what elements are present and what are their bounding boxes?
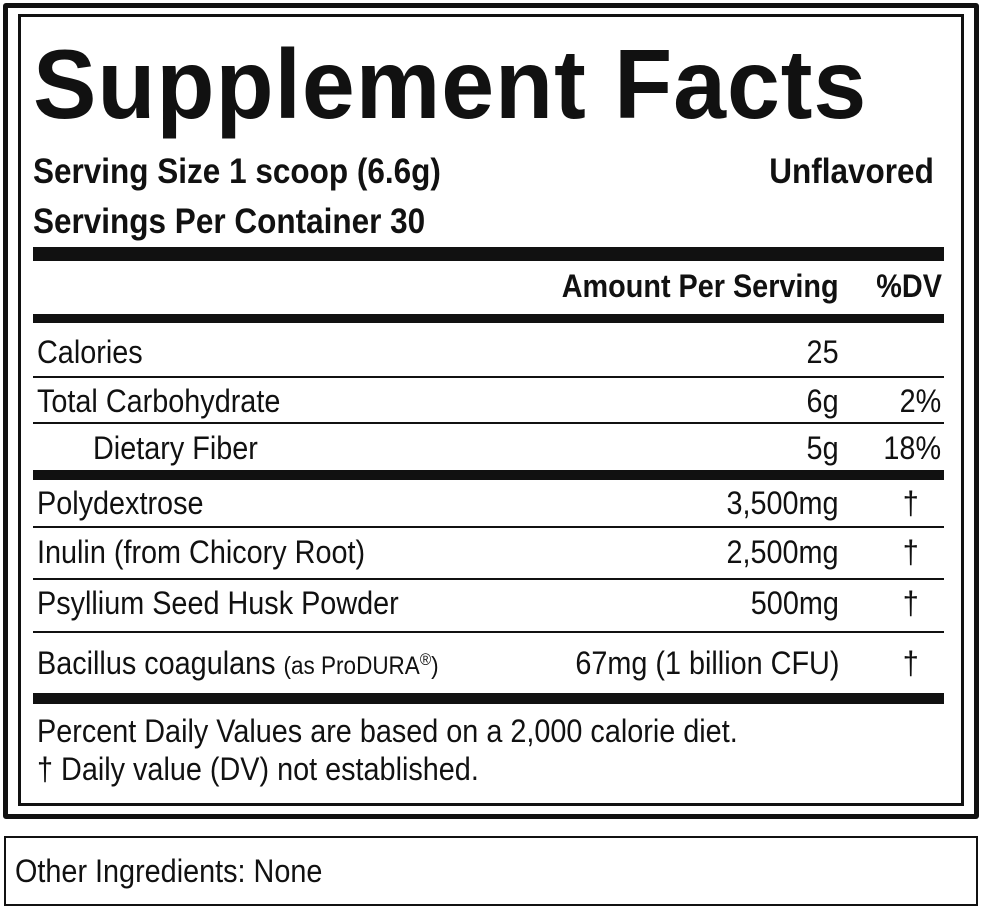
supplement-facts-panel — [3, 3, 979, 819]
row-amount: 67mg (1 billion CFU) — [574, 645, 839, 681]
row-amount: 3,500mg — [726, 485, 839, 521]
row-name-bacillus: Bacillus coagulans (as ProDURA®) — [37, 645, 439, 681]
row-dv: † — [902, 485, 919, 521]
row-amount: 6g — [806, 383, 839, 419]
footnote-dagger: † Daily value (DV) not established. — [37, 751, 479, 787]
row-name-inulin: Inulin (from Chicory Root) — [37, 534, 366, 570]
row-amount: 25 — [806, 334, 839, 370]
thick-divider — [33, 247, 944, 261]
row-divider — [33, 422, 944, 424]
thick-divider — [33, 693, 944, 704]
flavor: Unflavored — [769, 152, 934, 191]
other-ingredients: Other Ingredients: None — [15, 853, 323, 889]
row-dv: † — [902, 645, 919, 681]
row-amount: 2,500mg — [726, 534, 839, 570]
row-dv: 18% — [883, 430, 941, 466]
supplement-facts-inner-border — [18, 14, 964, 806]
row-name-total-carbohydrate: Total Carbohydrate — [37, 383, 281, 419]
row-name-dietary-fiber: Dietary Fiber — [93, 430, 258, 466]
row-name-polydextrose: Polydextrose — [37, 485, 204, 521]
row-dv: † — [902, 534, 919, 570]
row-name-calories: Calories — [37, 334, 143, 370]
row-dv: † — [902, 585, 919, 621]
row-divider — [33, 376, 944, 378]
row-amount: 5g — [806, 430, 839, 466]
panel-title: Supplement Facts — [33, 29, 868, 139]
medium-divider — [33, 470, 944, 480]
row-divider — [33, 526, 944, 528]
header-dv: %DV — [876, 268, 942, 304]
header-amount: Amount Per Serving — [562, 268, 839, 304]
row-divider — [33, 631, 944, 633]
servings-per-container: Servings Per Container 30 — [33, 202, 426, 241]
row-dv: 2% — [899, 383, 941, 419]
row-divider — [33, 578, 944, 580]
footnote-dv: Percent Daily Values are based on a 2,00… — [37, 713, 738, 749]
row-amount: 500mg — [750, 585, 839, 621]
serving-size: Serving Size 1 scoop (6.6g) — [33, 152, 441, 191]
medium-divider — [33, 314, 944, 323]
other-ingredients-box — [4, 836, 978, 906]
row-name-psyllium: Psyllium Seed Husk Powder — [37, 585, 399, 621]
